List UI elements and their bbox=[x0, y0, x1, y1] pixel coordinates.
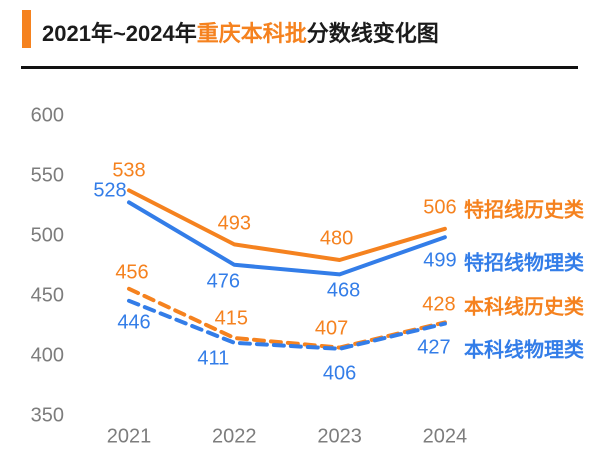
title-divider bbox=[21, 66, 578, 69]
data-label: 406 bbox=[322, 362, 357, 385]
data-label: 499 bbox=[423, 249, 457, 272]
data-label: 538 bbox=[112, 159, 146, 182]
title-prefix: 2021年~2024年 bbox=[42, 21, 197, 46]
data-label: 407 bbox=[314, 317, 349, 340]
data-label: 476 bbox=[206, 270, 240, 293]
data-label: 493 bbox=[217, 212, 251, 235]
data-label: 480 bbox=[319, 227, 354, 250]
y-axis-tick: 550 bbox=[30, 164, 64, 187]
x-axis-tick: 2023 bbox=[317, 425, 362, 448]
data-label: 456 bbox=[115, 261, 149, 284]
data-label: 427 bbox=[417, 336, 451, 359]
data-label: 428 bbox=[422, 293, 456, 316]
y-axis-tick: 450 bbox=[30, 284, 64, 307]
title-accent-bar bbox=[22, 10, 31, 48]
page-title: 2021年~2024年重庆本科批分数线变化图 bbox=[42, 16, 439, 48]
y-axis-tick: 400 bbox=[30, 344, 64, 367]
x-axis-tick: 2022 bbox=[212, 425, 257, 448]
data-label: 446 bbox=[117, 311, 151, 334]
series-line-0 bbox=[127, 188, 447, 262]
series-line-1 bbox=[127, 200, 447, 277]
x-axis-tick: 2024 bbox=[422, 425, 468, 448]
legend-item: 特招线历史类 bbox=[464, 199, 584, 222]
y-axis-tick: 500 bbox=[30, 224, 64, 247]
data-label: 468 bbox=[326, 279, 361, 302]
x-axis-tick: 2021 bbox=[106, 425, 152, 448]
y-axis-tick: 350 bbox=[30, 404, 64, 427]
data-label: 415 bbox=[214, 307, 248, 330]
title-highlight: 重庆本科批 bbox=[196, 21, 307, 46]
data-label: 411 bbox=[197, 347, 230, 370]
title-suffix: 分数线变化图 bbox=[306, 21, 439, 46]
series-line-2 bbox=[127, 286, 447, 350]
legend-item: 特招线物理类 bbox=[464, 252, 584, 275]
series-line-3 bbox=[127, 298, 447, 351]
legend-item: 本科线历史类 bbox=[464, 296, 584, 319]
data-label: 506 bbox=[423, 196, 457, 219]
y-axis-tick: 600 bbox=[30, 104, 64, 127]
data-label: 528 bbox=[93, 179, 127, 202]
legend-item: 本科线物理类 bbox=[464, 339, 584, 362]
